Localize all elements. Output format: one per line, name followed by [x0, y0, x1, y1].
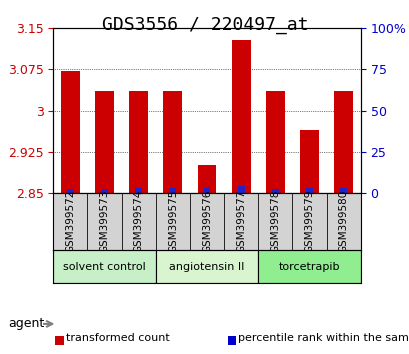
Bar	[101, 189, 108, 193]
FancyBboxPatch shape	[53, 250, 155, 283]
Bar	[299, 130, 318, 193]
Text: GSM399579: GSM399579	[304, 190, 314, 253]
Bar	[339, 188, 346, 193]
FancyBboxPatch shape	[87, 193, 121, 250]
Text: GSM399578: GSM399578	[270, 190, 280, 253]
FancyBboxPatch shape	[155, 193, 189, 250]
FancyBboxPatch shape	[155, 250, 258, 283]
Text: transformed count: transformed count	[65, 333, 169, 343]
FancyBboxPatch shape	[189, 193, 224, 250]
Bar	[203, 188, 210, 193]
Text: GSM399577: GSM399577	[236, 190, 246, 253]
Bar	[163, 91, 182, 193]
Bar	[95, 91, 114, 193]
Bar	[61, 70, 80, 193]
Text: GSM399576: GSM399576	[202, 190, 211, 253]
FancyBboxPatch shape	[258, 193, 292, 250]
FancyBboxPatch shape	[326, 193, 360, 250]
Bar	[306, 188, 312, 193]
Bar	[231, 40, 250, 193]
Bar	[129, 91, 148, 193]
FancyBboxPatch shape	[258, 250, 360, 283]
FancyBboxPatch shape	[53, 193, 87, 250]
Bar	[333, 91, 352, 193]
Text: GSM399573: GSM399573	[99, 190, 109, 253]
Text: solvent control: solvent control	[63, 262, 146, 272]
FancyBboxPatch shape	[224, 193, 258, 250]
Text: GDS3556 / 220497_at: GDS3556 / 220497_at	[101, 16, 308, 34]
Text: torcetrapib: torcetrapib	[278, 262, 339, 272]
Bar	[237, 186, 244, 193]
FancyBboxPatch shape	[292, 193, 326, 250]
Bar	[272, 189, 278, 193]
Bar	[67, 189, 74, 193]
Text: angiotensin II: angiotensin II	[169, 262, 244, 272]
Text: percentile rank within the sample: percentile rank within the sample	[237, 333, 409, 343]
Text: GSM399574: GSM399574	[133, 190, 144, 253]
Bar	[265, 91, 284, 193]
FancyBboxPatch shape	[121, 193, 155, 250]
Text: GSM399572: GSM399572	[65, 190, 75, 253]
Bar	[197, 165, 216, 193]
Bar	[135, 188, 142, 193]
Text: agent: agent	[8, 318, 44, 330]
Text: GSM399580: GSM399580	[338, 190, 348, 253]
Bar	[169, 188, 176, 193]
Text: GSM399575: GSM399575	[167, 190, 178, 253]
